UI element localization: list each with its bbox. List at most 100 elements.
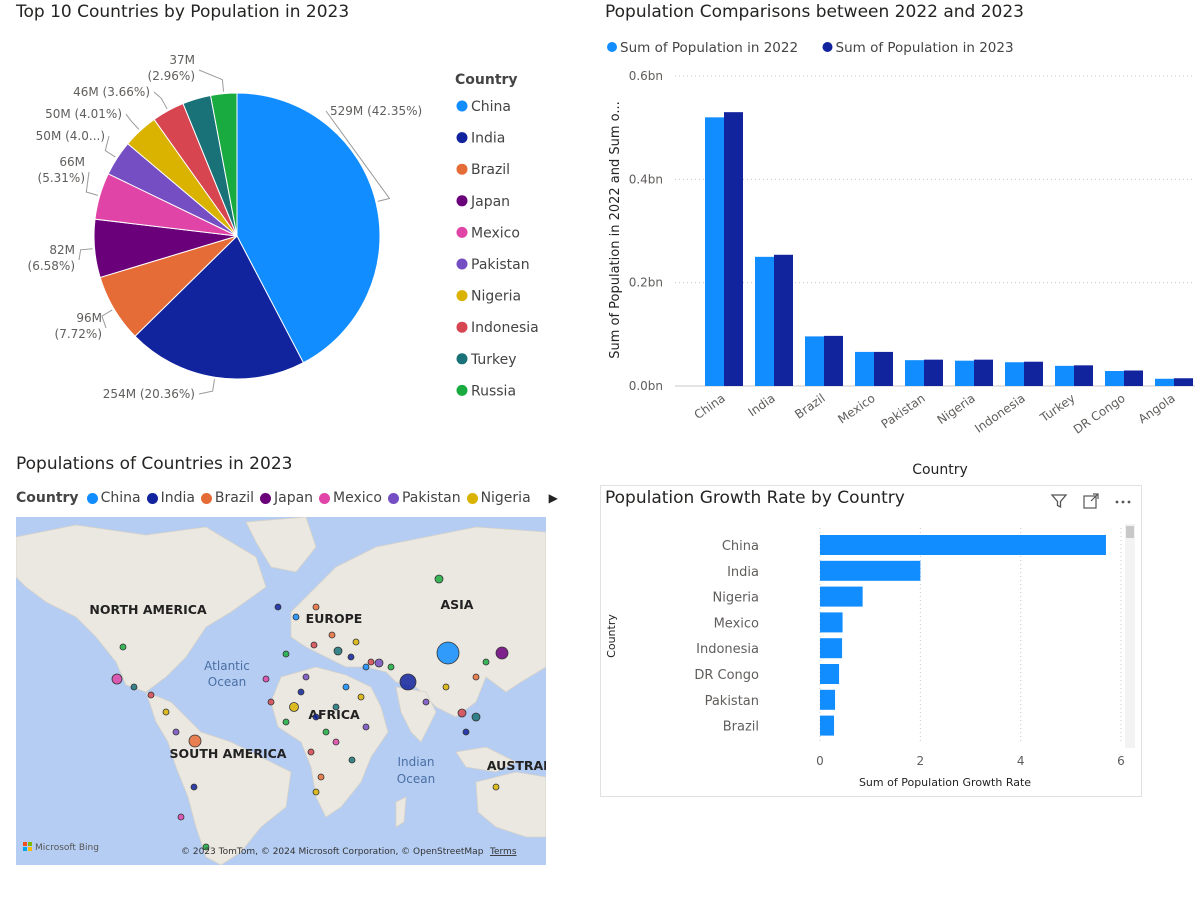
bar-legend-item[interactable]: Sum of Population in 2023 — [836, 40, 1014, 56]
map-bubble[interactable] — [297, 688, 305, 696]
map-bubble[interactable] — [289, 702, 299, 712]
pie-legend-item[interactable]: Mexico — [471, 225, 520, 241]
map-bubble[interactable] — [333, 646, 343, 656]
map-bubble[interactable] — [342, 683, 350, 691]
pie-slice-china[interactable] — [236, 92, 381, 364]
map-bubble[interactable] — [328, 631, 336, 639]
map-bubble[interactable] — [495, 646, 509, 660]
map-bubble[interactable] — [188, 734, 202, 748]
focus-mode-icon[interactable] — [1081, 492, 1101, 514]
bar-indonesia-2022[interactable] — [1005, 362, 1024, 386]
pie-legend-item[interactable]: India — [471, 131, 505, 147]
map-bubble[interactable] — [274, 603, 282, 611]
growth-bar-dr-congo[interactable] — [820, 664, 840, 684]
growth-bar-india[interactable] — [820, 560, 921, 581]
bar-dr-congo-2023[interactable] — [1124, 370, 1143, 387]
map-bubble[interactable] — [312, 713, 320, 721]
pie-legend-item[interactable]: Russia — [471, 383, 516, 399]
bar-angola-2022[interactable] — [1155, 378, 1174, 386]
pie-legend-item[interactable]: Indonesia — [471, 320, 539, 336]
map-legend-item[interactable]: Brazil — [200, 490, 254, 506]
map-bubble[interactable] — [347, 653, 355, 661]
pie-legend-item[interactable]: Nigeria — [471, 289, 521, 305]
map-bubble[interactable] — [267, 698, 275, 706]
map-bubble[interactable] — [434, 574, 444, 584]
map-terms-link[interactable]: Terms — [489, 847, 517, 857]
map-bubble[interactable] — [292, 613, 300, 621]
pie-slice-russia[interactable] — [209, 92, 238, 237]
bar-chart[interactable]: Sum of Population in 2022 Sum of Populati… — [595, 0, 1200, 480]
bar-nigeria-2022[interactable] — [955, 360, 974, 386]
pie-legend-item[interactable]: Brazil — [471, 162, 510, 178]
map-bubble[interactable] — [282, 718, 290, 726]
map-bubble[interactable] — [202, 843, 210, 851]
map-bubble[interactable] — [322, 728, 330, 736]
map-legend-item[interactable]: Japan — [260, 490, 313, 506]
map-bubble[interactable] — [422, 698, 430, 706]
map-legend-item[interactable]: Mexico — [319, 490, 382, 506]
map-bubble[interactable] — [162, 708, 170, 716]
map-bubble[interactable] — [332, 703, 340, 711]
map-bubble[interactable] — [282, 650, 290, 658]
legend-next-arrow-icon[interactable]: ▶ — [548, 491, 558, 505]
bar-dr-congo-2022[interactable] — [1105, 371, 1124, 386]
growth-bar-china[interactable] — [820, 535, 1106, 555]
map-bubble[interactable] — [317, 773, 325, 781]
growth-rate-chart[interactable]: 0 2 4 6 China India Nigeria Mexico Indonesia DR C… — [601, 486, 1141, 796]
bar-turkey-2023[interactable] — [1074, 365, 1093, 386]
pie-legend-item[interactable]: Turkey — [470, 352, 517, 368]
map-bubble[interactable] — [177, 813, 185, 821]
bar-china-2022[interactable] — [705, 117, 724, 386]
map-bubble[interactable] — [302, 673, 310, 681]
map-bubble[interactable] — [130, 683, 138, 691]
map-bubble[interactable] — [190, 783, 198, 791]
bar-legend-item[interactable]: Sum of Population in 2022 — [620, 40, 798, 56]
map-bubble[interactable] — [111, 673, 123, 685]
growth-bar-nigeria[interactable] — [820, 586, 863, 607]
map-bubble[interactable] — [482, 658, 490, 666]
map-bubble[interactable] — [374, 658, 384, 668]
growth-bar-indonesia[interactable] — [820, 638, 843, 659]
more-options-icon[interactable] — [1113, 492, 1133, 514]
map-bubble[interactable] — [492, 783, 500, 791]
map-bubble[interactable] — [387, 663, 395, 671]
map-bubble[interactable] — [362, 663, 370, 671]
map-legend-item[interactable]: Nigeria — [466, 490, 531, 506]
bar-mexico-2022[interactable] — [855, 351, 874, 386]
bar-india-2022[interactable] — [755, 256, 774, 386]
bar-brazil-2023[interactable] — [824, 335, 843, 386]
map-bubble[interactable] — [357, 693, 365, 701]
bar-china-2023[interactable] — [724, 112, 743, 387]
bar-brazil-2022[interactable] — [805, 336, 824, 386]
map-bubble[interactable] — [457, 708, 467, 718]
map-bubble[interactable] — [332, 738, 340, 746]
pie-legend-item[interactable]: China — [471, 99, 511, 115]
map-bubble[interactable] — [472, 673, 480, 681]
growth-bar-pakistan[interactable] — [820, 689, 836, 710]
map-bubble[interactable] — [367, 658, 375, 666]
map-legend-item[interactable]: China — [86, 490, 141, 506]
growth-bar-brazil[interactable] — [820, 715, 835, 736]
scrollbar-thumb[interactable] — [1126, 526, 1134, 538]
map-bubble[interactable] — [352, 638, 360, 646]
bar-pakistan-2023[interactable] — [924, 359, 943, 386]
scrollbar-track[interactable] — [1125, 524, 1135, 748]
map-legend-item[interactable]: India — [146, 490, 195, 506]
map-bubble[interactable] — [399, 673, 417, 691]
map-bubble[interactable] — [310, 641, 318, 649]
map-bubble[interactable] — [312, 788, 320, 796]
bar-nigeria-2023[interactable] — [974, 359, 993, 386]
pie-legend-item[interactable]: Pakistan — [471, 257, 530, 273]
filter-icon[interactable] — [1049, 492, 1069, 514]
map-bubble[interactable] — [362, 723, 370, 731]
map-bubble[interactable] — [462, 728, 470, 736]
map-bubble[interactable] — [119, 643, 127, 651]
bar-indonesia-2023[interactable] — [1024, 361, 1043, 386]
map-bubble[interactable] — [312, 603, 320, 611]
map-bubble[interactable] — [471, 712, 481, 722]
bar-india-2023[interactable] — [774, 254, 793, 386]
map-bubble[interactable] — [348, 756, 356, 764]
map-bubble[interactable] — [172, 728, 180, 736]
pie-chart[interactable]: 529M (42.35%) 254M (20.36%) 96M (7.72%) 82M (… — [0, 0, 560, 430]
pie-legend-item[interactable]: Japan — [470, 194, 510, 210]
